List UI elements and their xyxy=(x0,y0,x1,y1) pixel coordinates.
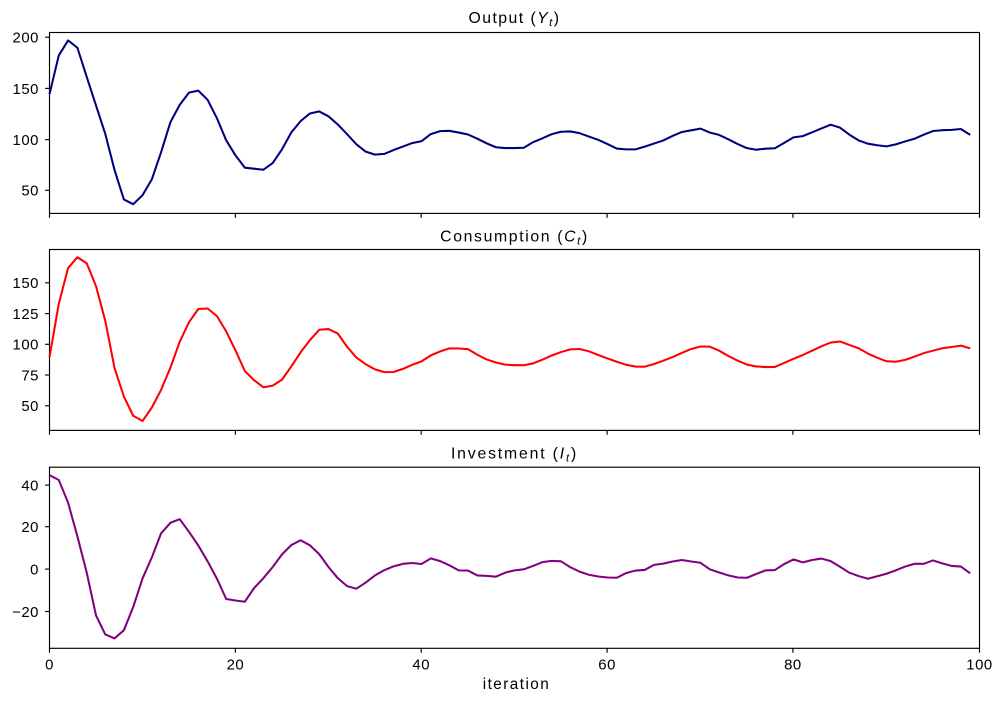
svg-text:Consumption (Ct): Consumption (Ct) xyxy=(440,229,589,248)
svg-text:iteration: iteration xyxy=(483,676,550,693)
svg-text:200: 200 xyxy=(13,31,40,47)
svg-text:80: 80 xyxy=(784,658,802,674)
svg-text:Output (Yt): Output (Yt) xyxy=(468,10,560,29)
svg-text:Investment (It): Investment (It) xyxy=(451,446,578,465)
svg-text:0: 0 xyxy=(45,658,54,674)
svg-text:100: 100 xyxy=(13,133,40,149)
svg-text:50: 50 xyxy=(21,399,39,415)
svg-text:125: 125 xyxy=(13,307,40,323)
svg-text:60: 60 xyxy=(598,658,616,674)
svg-text:150: 150 xyxy=(13,276,40,292)
svg-text:40: 40 xyxy=(21,479,39,495)
svg-text:0: 0 xyxy=(30,563,39,579)
svg-text:75: 75 xyxy=(21,368,39,384)
svg-text:100: 100 xyxy=(13,338,40,354)
svg-text:150: 150 xyxy=(13,82,40,98)
svg-text:50: 50 xyxy=(21,184,39,200)
svg-text:100: 100 xyxy=(966,658,993,674)
svg-text:40: 40 xyxy=(412,658,430,674)
svg-text:20: 20 xyxy=(227,658,245,674)
svg-text:20: 20 xyxy=(21,520,39,536)
svg-text:−20: −20 xyxy=(12,605,39,621)
